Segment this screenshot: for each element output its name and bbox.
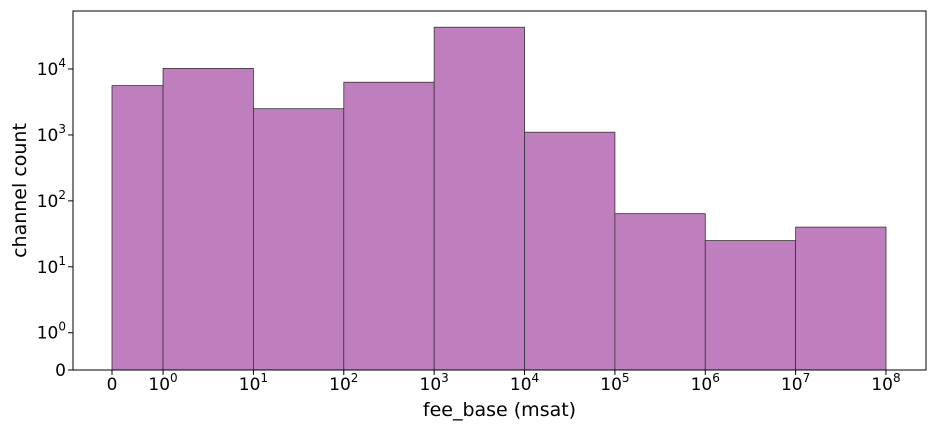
x-tick-label-0: 0 (107, 375, 118, 395)
y-tick-label-3: 102 (37, 188, 66, 212)
y-axis-label: channel count (9, 123, 31, 258)
y-tick-label-5: 104 (37, 56, 66, 80)
x-tick-label-2: 101 (239, 371, 268, 395)
histogram-bar-6 (614, 213, 706, 371)
x-tick-label-6: 105 (600, 371, 629, 395)
plot-frame (72, 10, 927, 371)
x-tick-label-1: 100 (148, 371, 177, 395)
x-tick-label-7: 106 (691, 371, 720, 395)
x-tick-label-9: 108 (871, 371, 900, 395)
x-tick-label-8: 107 (781, 371, 810, 395)
histogram-bar-5 (524, 131, 616, 371)
y-tick-label-4: 103 (37, 122, 66, 146)
x-tick-label-4: 103 (420, 371, 449, 395)
histogram-bar-4 (433, 26, 525, 371)
x-tick-label-5: 104 (510, 371, 539, 395)
y-ticks-group: 0 100 101 102 103 104 (37, 56, 73, 381)
y-tick-label-2: 101 (37, 254, 66, 278)
y-tick-label-0: 0 (55, 361, 66, 381)
y-tick-label-1: 100 (37, 320, 66, 344)
x-axis-label: fee_base (msat) (423, 399, 576, 421)
histogram-bar-2 (253, 108, 345, 371)
histogram-bar-3 (343, 81, 435, 371)
histogram-bar-0 (111, 85, 164, 371)
histogram-bar-1 (162, 68, 254, 371)
histogram-bar-7 (704, 240, 797, 371)
x-tick-label-3: 102 (329, 371, 358, 395)
bars-group (111, 26, 887, 371)
x-ticks-group: 0 100 101 102 103 104 105 106 107 108 (107, 370, 901, 395)
histogram-bar-8 (795, 226, 887, 371)
